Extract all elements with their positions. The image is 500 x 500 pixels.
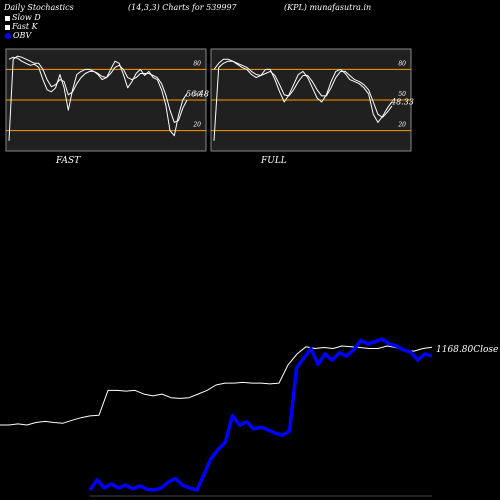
fast-last-value: 56.48 [186, 89, 209, 98]
full-tick-label: 20 [397, 122, 406, 129]
fast-slow-d-line [8, 55, 188, 141]
chart-params: (14,3,3) Charts for 539997 [128, 3, 237, 12]
slow-d-swatch [5, 15, 10, 21]
obv-swatch [5, 33, 11, 39]
legend-obv: OBV [5, 31, 31, 40]
full-last-value: 48.33 [390, 98, 414, 107]
fast-tick-label: 50 [193, 91, 201, 98]
full-fast-k-line [213, 58, 393, 123]
price-line [0, 345, 433, 426]
close-price-label: 1168.80Close [436, 345, 498, 355]
fast-panel-label: FAST [55, 156, 81, 166]
full-tick-label: 80 [398, 60, 406, 67]
fast-tick-label: 20 [192, 122, 201, 129]
fast-k-swatch [5, 24, 10, 30]
chart-source: (KPL) munafasutra.in [284, 3, 372, 12]
legend-obv-label: OBV [13, 31, 32, 40]
chart-title: Daily Stochastics [4, 3, 74, 12]
legend-slow-d: Slow D [5, 13, 41, 22]
fast-tick-label: 80 [193, 60, 201, 67]
legend-fast-k: Fast K [5, 22, 38, 31]
full-slow-d-line [213, 60, 393, 141]
full-tick-label: 50 [398, 91, 406, 98]
obv-line [88, 337, 433, 492]
full-panel-label: FULL [260, 156, 287, 166]
legend-slow-d-label: Slow D [12, 13, 41, 22]
legend-fast-k-label: Fast K [12, 22, 38, 31]
fast-fast-k-line [8, 56, 188, 137]
